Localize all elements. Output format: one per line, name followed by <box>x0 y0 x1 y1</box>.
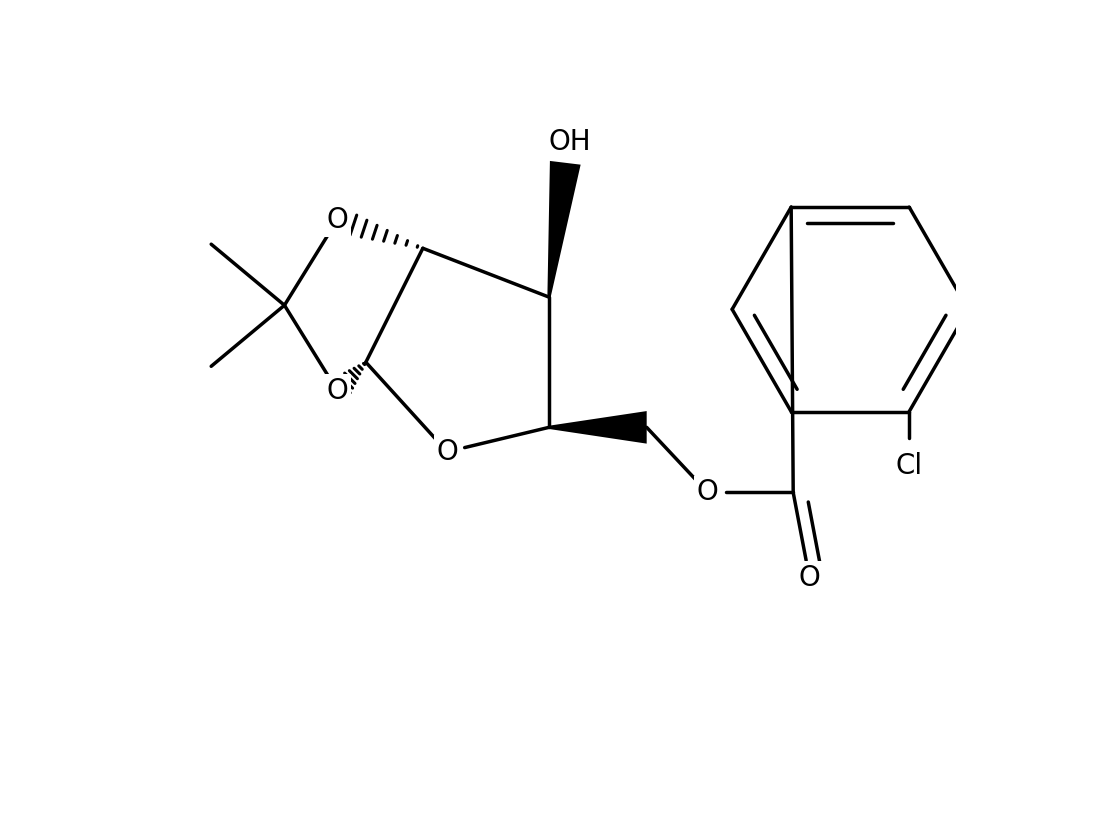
Text: O: O <box>798 564 820 592</box>
Text: Cl: Cl <box>896 452 922 480</box>
Text: O: O <box>697 479 718 506</box>
Text: O: O <box>326 377 348 405</box>
Text: OH: OH <box>548 129 591 156</box>
Text: O: O <box>436 438 458 466</box>
Polygon shape <box>549 411 647 444</box>
Polygon shape <box>548 161 581 297</box>
Text: O: O <box>326 206 348 234</box>
